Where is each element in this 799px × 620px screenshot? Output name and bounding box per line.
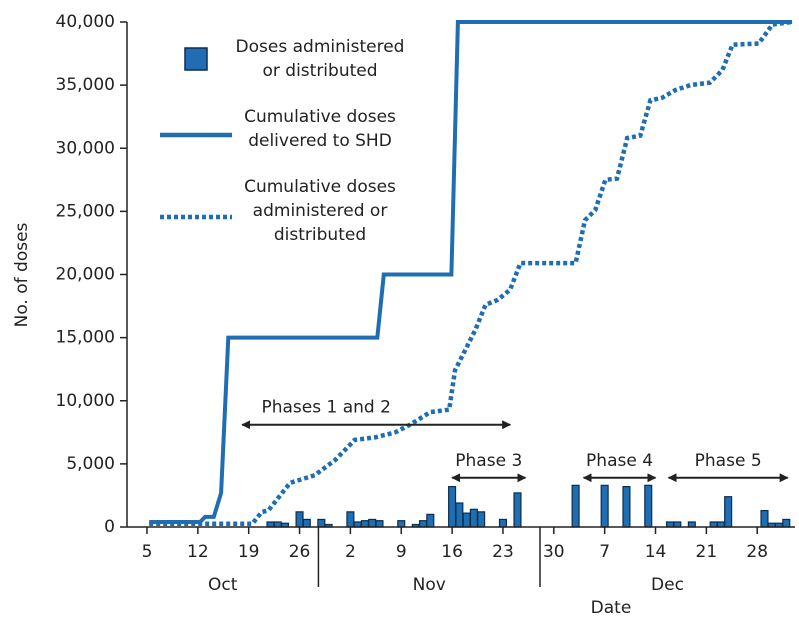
month-label: Nov	[413, 575, 446, 595]
bar	[687, 521, 696, 528]
y-tick-label: 25,000	[56, 201, 115, 221]
bar	[273, 521, 282, 528]
bar	[760, 509, 769, 528]
bar	[317, 518, 326, 528]
bar	[266, 521, 275, 528]
bar	[353, 521, 362, 528]
x-tick-label: 30	[543, 542, 565, 562]
bar	[448, 486, 457, 528]
x-tick-label: 16	[441, 542, 463, 562]
bar	[709, 521, 718, 528]
bar	[397, 520, 406, 528]
x-tick-label: 2	[345, 542, 356, 562]
bar	[469, 508, 478, 528]
bar	[513, 492, 522, 528]
bar	[375, 520, 384, 528]
bar	[673, 521, 682, 528]
y-tick-label: 30,000	[56, 138, 115, 158]
bar	[455, 502, 464, 528]
y-tick-label: 20,000	[56, 265, 115, 285]
bar	[477, 511, 486, 528]
phase-label: Phase 3	[455, 451, 522, 471]
phase-label: Phase 5	[695, 451, 762, 471]
legend-label: Cumulative doses administered or distribut…	[244, 177, 396, 245]
legend-label: Cumulative doses delivered to SHD	[244, 107, 396, 151]
bar	[360, 520, 369, 528]
bar	[571, 484, 580, 528]
bar	[418, 520, 428, 528]
bar	[295, 511, 304, 528]
y-tick-label: 35,000	[56, 75, 115, 95]
x-tick-label: 21	[696, 542, 718, 562]
x-tick-label: 9	[396, 542, 407, 562]
bar	[782, 518, 791, 528]
x-tick-label: 7	[599, 542, 610, 562]
bar	[302, 518, 311, 528]
y-tick-label: 40,000	[56, 12, 115, 32]
x-tick-label: 28	[746, 542, 768, 562]
bar	[426, 513, 435, 528]
y-axis-label: No. of doses	[12, 222, 32, 327]
legend-swatch	[184, 47, 208, 71]
y-tick-label: 10,000	[56, 391, 115, 411]
phase-label: Phase 4	[586, 451, 653, 471]
x-tick-label: 26	[289, 542, 311, 562]
bar	[716, 521, 725, 528]
x-tick-label: 23	[492, 542, 514, 562]
x-axis-label: Date	[591, 598, 632, 618]
month-label: Dec	[651, 575, 684, 595]
line	[149, 19, 793, 527]
bar	[724, 496, 733, 528]
y-tick-label: 0	[104, 517, 115, 537]
y-tick-label: 15,000	[56, 328, 115, 348]
bar	[462, 512, 471, 528]
bar	[346, 511, 355, 528]
bar	[665, 521, 675, 528]
y-tick-label: 5,000	[66, 454, 115, 474]
bar	[622, 486, 631, 528]
bar	[600, 484, 609, 528]
phase-label: Phases 1 and 2	[261, 398, 390, 418]
x-tick-label: 14	[645, 542, 667, 562]
legend-label: Doses administered or distributed	[236, 37, 405, 81]
x-tick-label: 12	[187, 542, 209, 562]
x-tick-label: 5	[142, 542, 153, 562]
month-label: Oct	[208, 575, 238, 595]
bar	[368, 518, 377, 528]
line	[149, 20, 793, 524]
bar	[498, 518, 508, 528]
bar	[644, 484, 653, 528]
x-tick-label: 19	[238, 542, 260, 562]
